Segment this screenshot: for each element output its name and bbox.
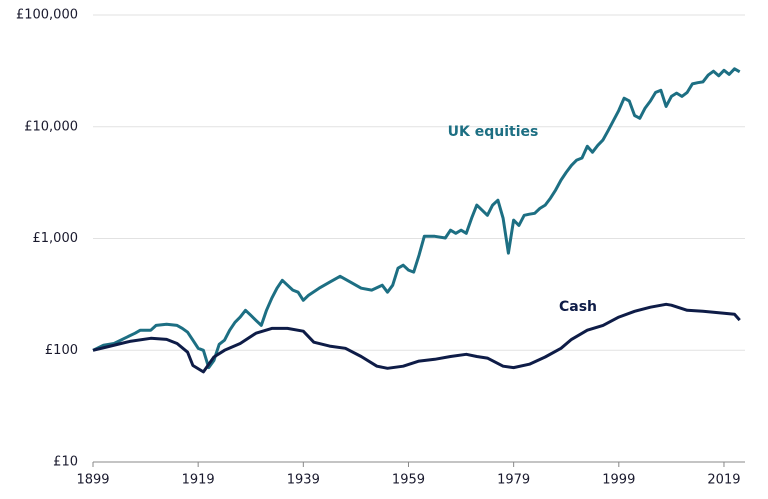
x-tick-label: 2019: [707, 473, 740, 488]
y-tick-label: £10: [53, 455, 78, 470]
x-tick-label: 1919: [182, 473, 215, 488]
x-tick-label: 1979: [497, 473, 530, 488]
line: [92, 67, 741, 370]
y-tick-label: £1,000: [33, 231, 79, 246]
x-tick-label: 1959: [392, 473, 425, 488]
x-tick-label: 1899: [76, 473, 109, 488]
y-tick-label: £10,000: [24, 119, 78, 134]
line: [92, 302, 741, 374]
x-tick-label: 1939: [287, 473, 320, 488]
series-label: Cash: [559, 299, 597, 315]
y-tick-label: £100,000: [16, 8, 78, 23]
series-label: UK equities: [448, 124, 539, 140]
y-tick-label: £100: [45, 343, 78, 358]
x-tick-label: 1999: [602, 473, 635, 488]
